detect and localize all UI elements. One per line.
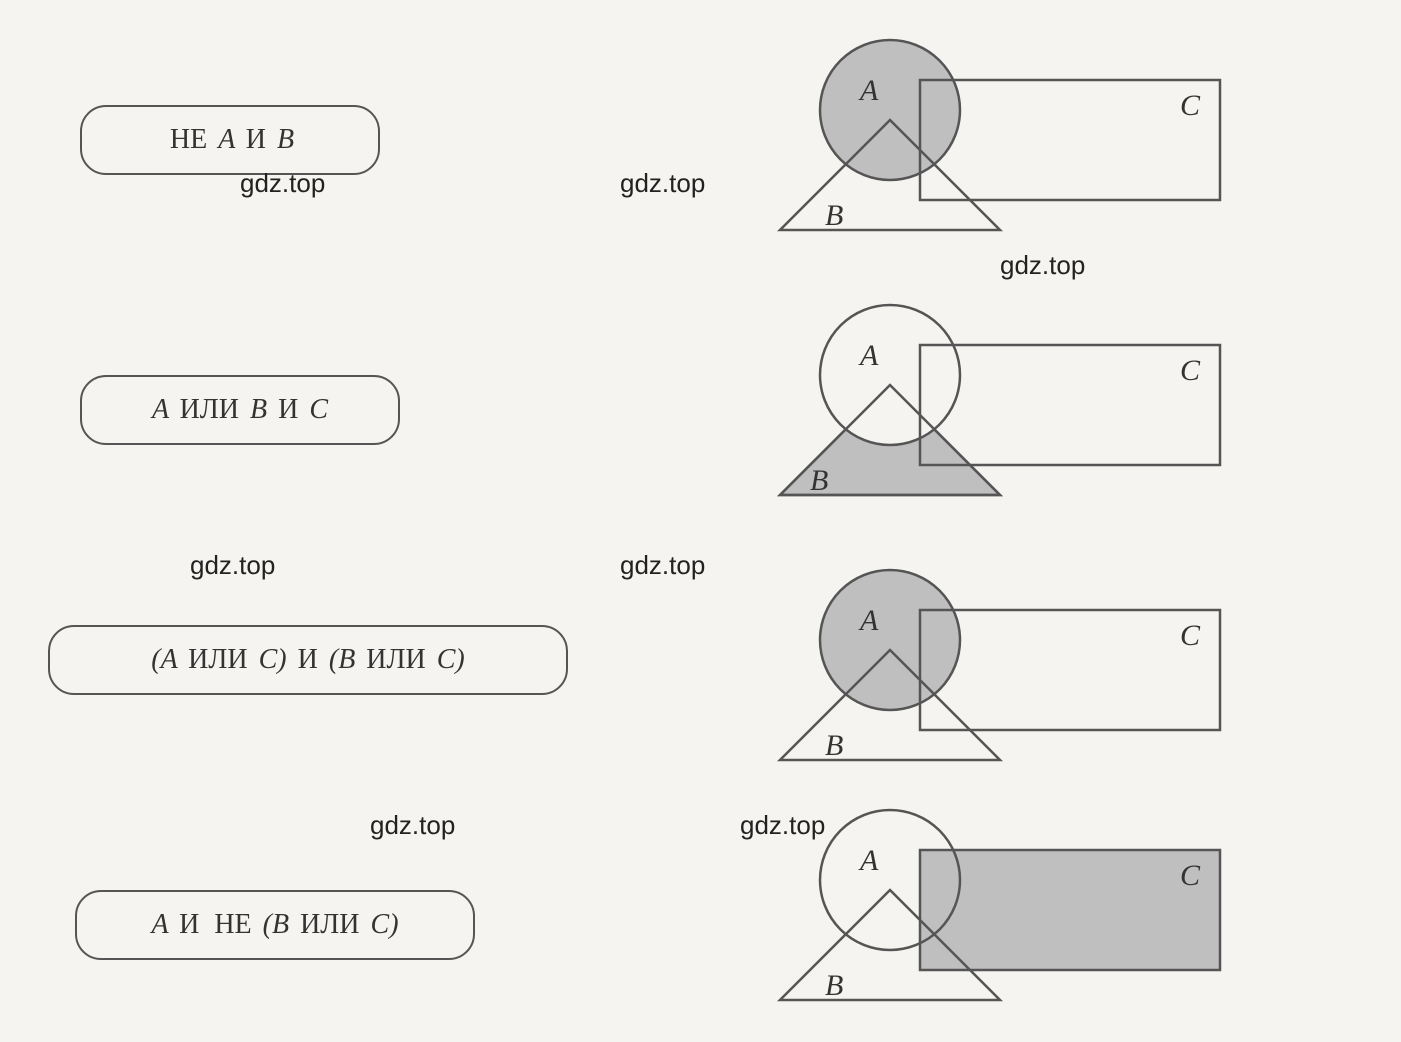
- expr-text-2: A ИЛИ B И C: [152, 394, 328, 426]
- shape-rect-c: [920, 850, 1220, 970]
- label-b: B: [825, 969, 843, 1002]
- label-a: A: [858, 74, 879, 107]
- label-b: B: [825, 199, 843, 232]
- label-c: C: [1180, 354, 1201, 387]
- label-a: A: [858, 604, 879, 637]
- label-c: C: [1180, 619, 1201, 652]
- venn-diagram-1: A B C: [740, 25, 1260, 255]
- watermark-2: gdz.top: [620, 168, 705, 199]
- watermark-4: gdz.top: [190, 550, 275, 581]
- label-a: A: [858, 844, 879, 877]
- label-b: B: [825, 729, 843, 762]
- expression-box-4: A И НЕ (B ИЛИ C): [75, 890, 475, 960]
- shape-circle-a: [820, 305, 960, 445]
- expression-box-1: НЕ A И B: [80, 105, 380, 175]
- watermark-1: gdz.top: [240, 168, 325, 199]
- label-a: A: [858, 339, 879, 372]
- watermark-6: gdz.top: [370, 810, 455, 841]
- shape-circle-a: [820, 570, 960, 710]
- venn-diagram-3: A B C: [740, 555, 1260, 785]
- expression-box-2: A ИЛИ B И C: [80, 375, 400, 445]
- expr-text-4: A И НЕ (B ИЛИ C): [151, 909, 398, 941]
- venn-diagram-4: A B C: [740, 795, 1260, 1025]
- expr-text-3: (A ИЛИ C) И (B ИЛИ C): [151, 644, 465, 676]
- watermark-5: gdz.top: [620, 550, 705, 581]
- shape-rect-c: [920, 610, 1220, 730]
- venn-diagram-2: A B C: [740, 290, 1260, 520]
- shape-rect-c: [920, 345, 1220, 465]
- label-b: B: [810, 464, 828, 497]
- label-c: C: [1180, 859, 1201, 892]
- label-c: C: [1180, 89, 1201, 122]
- shape-rect-c: [920, 80, 1220, 200]
- expr-text-1: НЕ A И B: [166, 124, 294, 156]
- expression-box-3: (A ИЛИ C) И (B ИЛИ C): [48, 625, 568, 695]
- shape-circle-a: [820, 40, 960, 180]
